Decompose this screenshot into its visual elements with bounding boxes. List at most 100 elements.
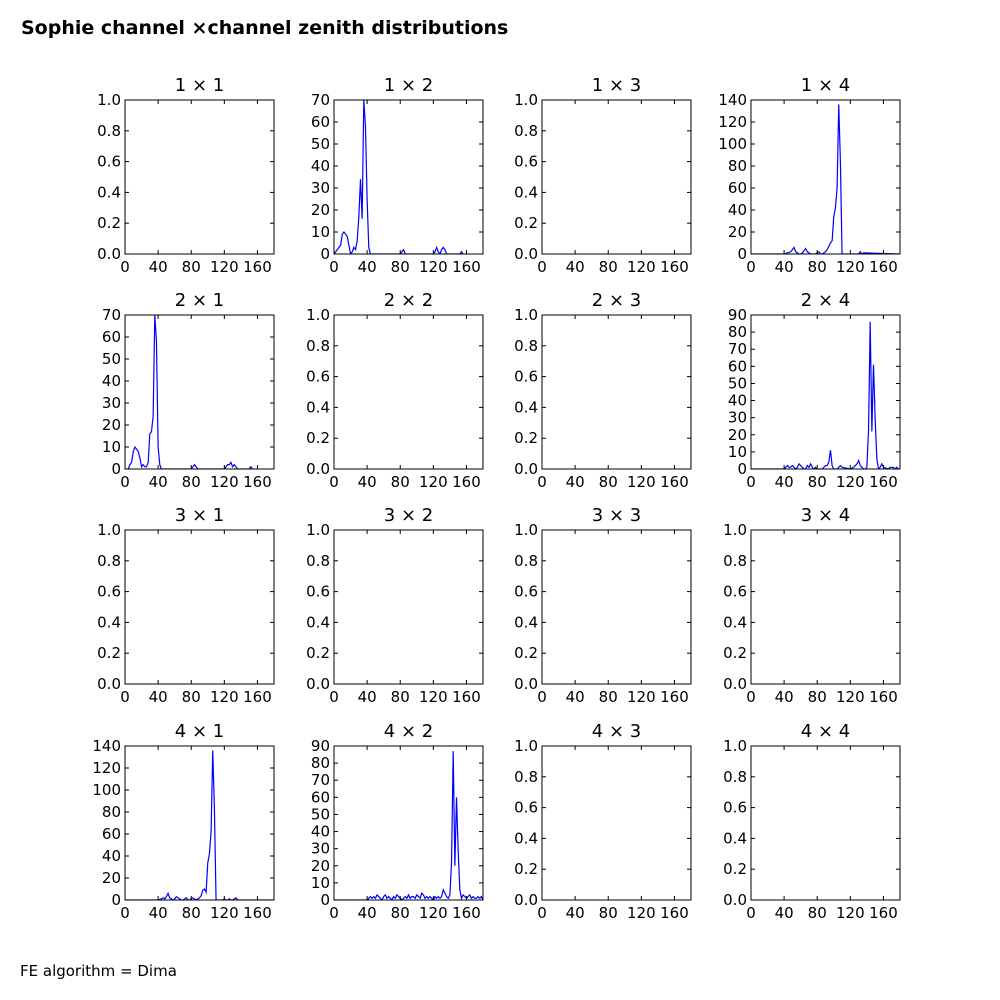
subplot-2-2: 2 × 2 0 40 80 120 160 0.0 0.2 0.4 0.6 0.8 1.0 — [306, 290, 484, 491]
subplot-1-1: 1 × 1 0 40 80 120 160 0.0 0.2 0.4 0.6 0.8 1.0 — [97, 75, 275, 276]
x-tick-label: 120 — [836, 258, 865, 276]
x-tick-label: 160 — [452, 688, 481, 706]
x-tick-label: 80 — [808, 473, 827, 491]
y-tick-label: 0.2 — [97, 644, 121, 662]
y-tick-label: 0.2 — [514, 214, 538, 232]
y-tick-label: 1.0 — [306, 306, 330, 324]
axes-frame — [333, 314, 484, 470]
x-tick-label: 0 — [746, 258, 756, 276]
y-tick-label: 0.2 — [514, 644, 538, 662]
y-tick-label: 0.4 — [514, 613, 538, 631]
subplot-title: 1 × 3 — [592, 75, 641, 96]
y-tick-label: 70 — [102, 306, 121, 324]
x-tick-label: 40 — [358, 473, 377, 491]
y-tick-label: 0.0 — [514, 245, 538, 263]
y-tick-label: 1.0 — [306, 521, 330, 539]
y-tick-label: 1.0 — [514, 91, 538, 109]
x-tick-label: 40 — [775, 688, 794, 706]
x-tick-label: 120 — [627, 258, 656, 276]
x-tick-label: 160 — [869, 258, 898, 276]
y-tick-label: 0.6 — [723, 583, 747, 601]
subplot-1-2: 1 × 2 0 40 80 120 160 0 10 20 30 40 50 60 70 — [311, 75, 484, 276]
y-tick-label: 0.8 — [723, 768, 747, 786]
x-tick-label: 0 — [746, 688, 756, 706]
subplot-title: 4 × 3 — [592, 721, 641, 742]
x-tick-label: 0 — [537, 904, 547, 922]
x-tick-label: 0 — [329, 473, 339, 491]
subplot-title: 1 × 1 — [175, 75, 224, 96]
y-tick-label: 0.6 — [514, 153, 538, 171]
y-tick-label: 0.8 — [514, 768, 538, 786]
x-tick-label: 160 — [660, 473, 689, 491]
x-tick-label: 0 — [329, 688, 339, 706]
y-tick-label: 70 — [311, 771, 330, 789]
y-tick-label: 0.0 — [723, 675, 747, 693]
y-tick-label: 60 — [728, 179, 747, 197]
y-tick-label: 0.0 — [723, 891, 747, 909]
y-tick-label: 10 — [311, 223, 330, 241]
series-line — [125, 750, 274, 900]
subplot-3-4: 3 × 4 0 40 80 120 160 0.0 0.2 0.4 0.6 0.8 1.0 — [723, 505, 901, 706]
y-tick-label: 0.6 — [97, 153, 121, 171]
x-tick-label: 160 — [660, 904, 689, 922]
x-tick-label: 40 — [566, 688, 585, 706]
y-tick-label: 80 — [311, 754, 330, 772]
subplot-title: 1 × 4 — [801, 75, 850, 96]
y-tick-label: 20 — [102, 416, 121, 434]
x-tick-label: 160 — [660, 688, 689, 706]
x-tick-label: 0 — [120, 688, 130, 706]
x-tick-label: 40 — [149, 904, 168, 922]
y-tick-label: 0.2 — [723, 644, 747, 662]
y-tick-label: 60 — [102, 825, 121, 843]
x-tick-label: 160 — [660, 258, 689, 276]
y-tick-label: 0.8 — [514, 122, 538, 140]
x-tick-label: 120 — [210, 473, 239, 491]
y-tick-label: 0.4 — [514, 183, 538, 201]
x-tick-label: 80 — [599, 688, 618, 706]
x-tick-label: 40 — [566, 258, 585, 276]
axes-frame — [124, 529, 275, 685]
axes-frame — [333, 745, 484, 901]
x-tick-label: 40 — [775, 258, 794, 276]
y-tick-label: 1.0 — [723, 737, 747, 755]
x-tick-label: 80 — [182, 904, 201, 922]
x-tick-label: 0 — [329, 258, 339, 276]
y-tick-label: 0.6 — [306, 368, 330, 386]
axes-frame — [124, 745, 275, 901]
y-tick-label: 50 — [102, 350, 121, 368]
y-tick-label: 0.8 — [306, 552, 330, 570]
series-line — [334, 100, 464, 254]
subplot-title: 3 × 4 — [801, 505, 850, 526]
x-tick-label: 80 — [599, 258, 618, 276]
axes-frame — [750, 529, 901, 685]
subplot-2-3: 2 × 3 0 40 80 120 160 0.0 0.2 0.4 0.6 0.8 1.0 — [514, 290, 692, 491]
y-tick-label: 1.0 — [514, 737, 538, 755]
y-tick-label: 70 — [311, 91, 330, 109]
x-tick-label: 80 — [808, 688, 827, 706]
y-tick-label: 50 — [311, 805, 330, 823]
y-tick-label: 120 — [92, 759, 121, 777]
y-tick-label: 20 — [728, 223, 747, 241]
y-tick-label: 30 — [728, 409, 747, 427]
x-tick-label: 120 — [210, 258, 239, 276]
subplot-title: 2 × 3 — [592, 290, 641, 311]
subplot-4-4: 4 × 4 0 40 80 120 160 0.0 0.2 0.4 0.6 0.8 1.0 — [723, 721, 901, 922]
x-tick-label: 80 — [808, 904, 827, 922]
y-tick-label: 60 — [311, 788, 330, 806]
x-tick-label: 40 — [358, 688, 377, 706]
x-tick-label: 160 — [243, 688, 272, 706]
x-tick-label: 120 — [210, 688, 239, 706]
y-tick-label: 10 — [102, 438, 121, 456]
y-tick-label: 0 — [111, 460, 121, 478]
x-tick-label: 40 — [149, 473, 168, 491]
y-tick-label: 80 — [728, 157, 747, 175]
x-tick-label: 120 — [836, 473, 865, 491]
x-tick-label: 160 — [869, 904, 898, 922]
x-tick-label: 160 — [243, 258, 272, 276]
series-line — [751, 321, 900, 469]
x-tick-label: 160 — [452, 904, 481, 922]
axes-frame — [333, 99, 484, 255]
